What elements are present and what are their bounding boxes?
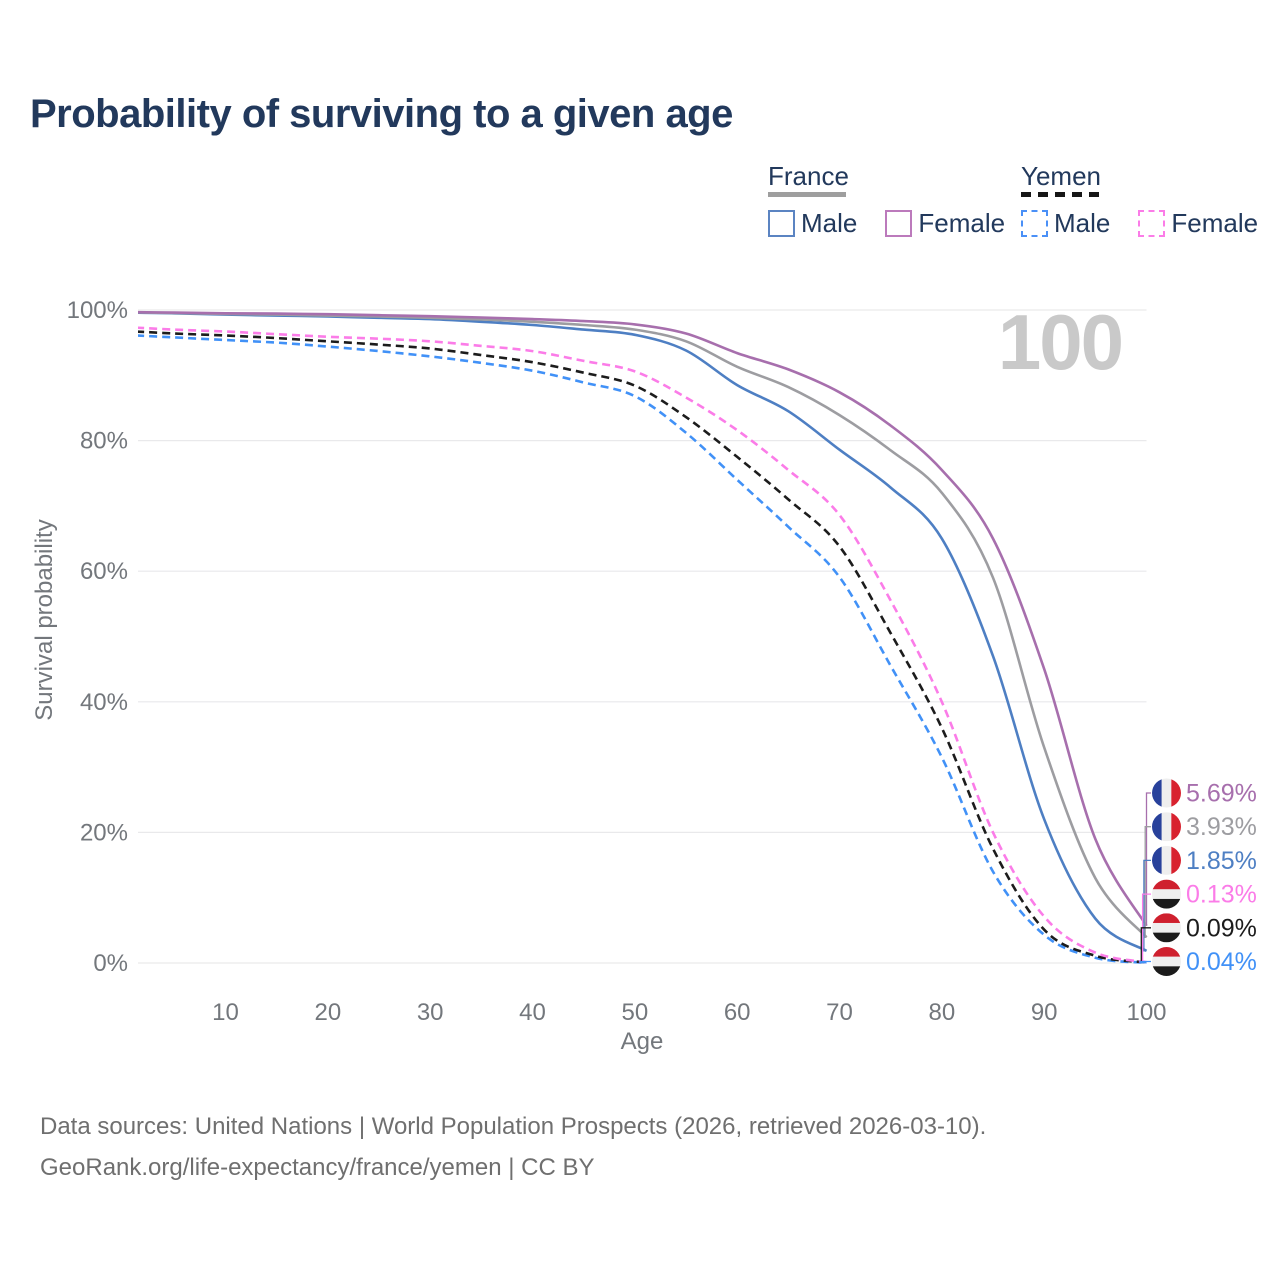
page-title: Probability of surviving to a given age <box>30 92 733 136</box>
legend-label-yemen-female: Female <box>1171 208 1259 238</box>
attribution-line: GeoRank.org/life-expectancy/france/yemen… <box>40 1154 595 1181</box>
curve-france-male <box>138 311 1148 953</box>
end-value-label: 3.93% <box>1186 813 1257 841</box>
x-tick-label: 40 <box>519 999 546 1026</box>
end-value-label: 1.85% <box>1186 847 1257 875</box>
france-flag-icon <box>1152 812 1181 842</box>
x-tick-label: 10 <box>212 999 239 1026</box>
curve-yemen-female <box>138 326 1147 964</box>
legend-group-yemen: Yemen Male Female <box>1021 162 1258 239</box>
data-sources-line: Data sources: United Nations | World Pop… <box>40 1113 987 1140</box>
legend-group-france: France Male Female <box>768 162 1005 239</box>
y-tick-label: 80% <box>80 428 128 455</box>
end-value-label: 0.13% <box>1186 881 1257 909</box>
x-axis-title: Age <box>621 1028 664 1055</box>
legend-france-linestyle-swatch <box>768 192 846 197</box>
end-value-label: 5.69% <box>1186 780 1257 808</box>
y-axis-title: Survival probability <box>31 519 58 720</box>
y-tick-label: 20% <box>80 819 128 846</box>
legend-yemen-linestyle-swatch <box>1021 192 1099 197</box>
x-tick-label: 90 <box>1031 999 1058 1026</box>
end-label-connector <box>1143 859 1151 952</box>
x-tick-label: 50 <box>621 999 648 1026</box>
legend-label-france-female: Female <box>918 208 1006 238</box>
france-flag-icon <box>1152 778 1181 808</box>
legend-label-yemen-male: Male <box>1054 208 1111 238</box>
legend-header-yemen: Yemen <box>1021 161 1101 191</box>
watermark-age-label: 100 <box>998 298 1122 386</box>
end-value-label: 0.09% <box>1186 914 1257 942</box>
chart-footer: Data sources: United Nations | World Pop… <box>40 1106 986 1188</box>
legend-row-yemen: Male Female <box>1021 208 1258 239</box>
end-label-connector <box>1139 960 1151 964</box>
legend-swatch-yemen-male <box>1021 210 1048 237</box>
yemen-flag-icon <box>1152 913 1181 943</box>
curve-france-female <box>138 310 1148 927</box>
survival-chart: 0% 20% 40% 60% 80% 100% 100 10 20 30 40 50 60 70 80 90 1… <box>31 297 1257 1055</box>
legend-swatch-yemen-female <box>1138 210 1166 237</box>
curve-yemen <box>138 330 1147 964</box>
legend-label-france-male: Male <box>801 208 858 238</box>
chart-legend: France Male Female Yemen Male Female <box>0 162 1280 242</box>
legend-header-france: France <box>768 161 849 191</box>
legend-row-france: Male Female <box>768 208 1005 239</box>
x-tick-label: 30 <box>417 999 444 1026</box>
yemen-flag-icon <box>1152 947 1181 976</box>
y-tick-label: 100% <box>67 297 128 324</box>
x-tick-label: 80 <box>928 999 955 1026</box>
legend-swatch-france-male <box>768 210 795 237</box>
curve-yemen-male <box>138 334 1147 964</box>
end-value-label: 0.04% <box>1186 948 1257 976</box>
x-tick-label: 60 <box>724 999 751 1026</box>
yemen-flag-icon <box>1152 879 1181 909</box>
x-tick-label: 100 <box>1126 999 1166 1026</box>
x-tick-label: 70 <box>826 999 853 1026</box>
france-flag-icon <box>1152 845 1181 875</box>
legend-swatch-france-female <box>885 210 913 237</box>
end-label-connector <box>1145 792 1151 926</box>
curve-france <box>138 311 1148 939</box>
end-label-connector <box>1144 826 1151 938</box>
y-tick-label: 40% <box>80 689 128 716</box>
y-tick-label: 60% <box>80 558 128 585</box>
x-tick-label: 20 <box>315 999 342 1026</box>
y-tick-label: 0% <box>93 950 128 977</box>
